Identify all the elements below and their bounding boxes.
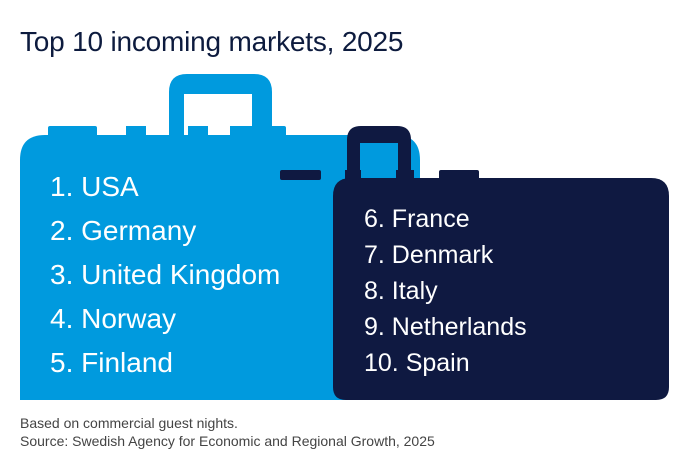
top-markets-list-6-10: 6. France 7. Denmark 8. Italy 9. Netherl… (364, 201, 527, 381)
list-item: 2. Germany (50, 215, 197, 246)
footnote: Based on commercial guest nights. (20, 415, 238, 431)
list-item: 8. Italy (364, 277, 438, 305)
list-item: 3. United Kingdom (50, 259, 281, 290)
list-item: 9. Netherlands (364, 313, 527, 341)
top-markets-list-1-5: 1. USA 2. Germany 3. United Kingdom 4. N… (50, 165, 280, 385)
page-title: Top 10 incoming markets, 2025 (20, 26, 404, 57)
list-item: 5. Finland (50, 347, 173, 378)
list-item: 6. France (364, 205, 470, 233)
source-note: Source: Swedish Agency for Economic and … (20, 433, 435, 449)
suitcase-right-icon (280, 126, 669, 400)
list-item: 1. USA (50, 171, 139, 202)
suitcase-left-icon (20, 74, 420, 400)
list-item: 7. Denmark (364, 241, 494, 269)
list-item: 10. Spain (364, 349, 470, 377)
list-item: 4. Norway (50, 303, 177, 334)
